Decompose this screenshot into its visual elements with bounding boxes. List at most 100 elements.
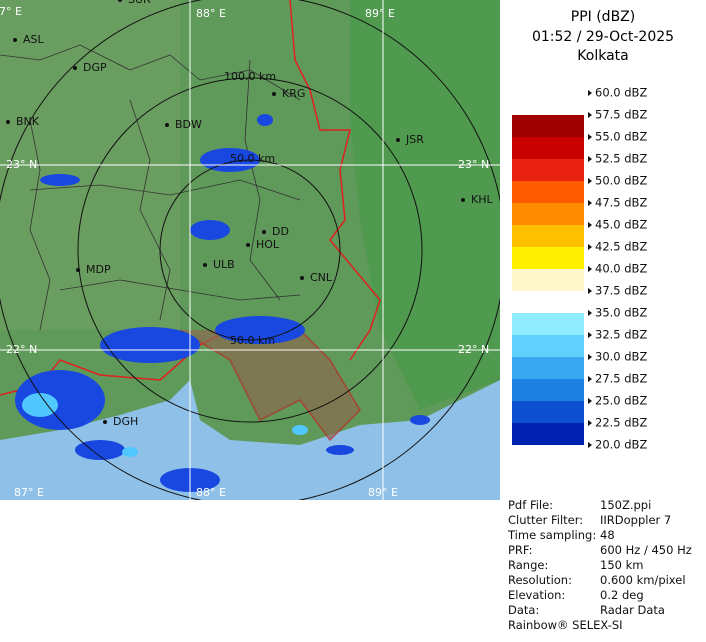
legend-label: 25.0 dBZ (595, 394, 647, 408)
city-dot (118, 0, 122, 2)
graticule-label: 87° E (0, 5, 22, 18)
legend-arrow (588, 134, 592, 140)
legend-swatch (512, 379, 584, 401)
city-dot (103, 420, 107, 424)
legend-arrow (588, 266, 592, 272)
legend-arrow (588, 156, 592, 162)
graticule-label: 23° N (6, 158, 37, 171)
legend-label: 45.0 dBZ (595, 218, 647, 232)
info-value: Radar Data (600, 603, 665, 617)
legend-swatch (512, 335, 584, 357)
legend-swatch (512, 181, 584, 203)
legend-label: 55.0 dBZ (595, 130, 647, 144)
graticule-label: 89° E (368, 486, 398, 499)
sea (0, 380, 500, 500)
city-label: MDP (86, 263, 111, 276)
info-value: IIRDoppler 7 (600, 513, 672, 527)
info-row: PRF: 600 Hz / 450 Hz (508, 543, 706, 558)
legend-arrow (588, 332, 592, 338)
city-dot (246, 243, 250, 247)
info-key: Clutter Filter: (508, 513, 584, 527)
legend-swatch (512, 269, 584, 291)
city-label: BDW (175, 118, 202, 131)
legend-arrow (588, 420, 592, 426)
info-key: Range: (508, 558, 549, 572)
legend-arrow (588, 244, 592, 250)
legend-arrow (588, 398, 592, 404)
legend-swatch (512, 93, 584, 115)
city-label: BNK (16, 115, 40, 128)
graticule-label: 22° N (6, 343, 37, 356)
title: PPI (dBZ) (571, 9, 635, 25)
time: 01:52 / 29-Oct-2025 (532, 29, 674, 45)
legend-label: 30.0 dBZ (595, 350, 647, 364)
info-row: Time sampling: 48 (508, 528, 706, 543)
range-label: 50.0 km (230, 334, 275, 347)
city-dot (396, 138, 400, 142)
info-table: Pdf File: 150Z.ppi Clutter Filter: IIRDoppl… (508, 498, 706, 633)
city-label: HOL (256, 238, 280, 251)
info-row: Clutter Filter: IIRDoppler 7 (508, 513, 706, 528)
legend-swatch (512, 401, 584, 423)
info-row: Pdf File: 150Z.ppi (508, 498, 706, 513)
legend-label: 60.0 dBZ (595, 86, 647, 100)
info-row: Elevation: 0.2 deg (508, 588, 706, 603)
city-label: ULB (213, 258, 235, 271)
district-lines (0, 44, 301, 331)
legend-label: 52.5 dBZ (595, 152, 647, 166)
legend-label: 37.5 dBZ (595, 284, 647, 298)
info-value: 0.2 deg (600, 588, 644, 602)
city-label: SUR (128, 0, 151, 6)
legend-swatch (512, 203, 584, 225)
legend-label: 47.5 dBZ (595, 196, 647, 210)
legend-swatch (512, 423, 584, 445)
legend-swatch (512, 247, 584, 269)
city-dot (461, 198, 465, 202)
info-key: Time sampling: (508, 528, 597, 542)
legend-label: 27.5 dBZ (595, 372, 647, 386)
city-label: CNL (310, 271, 333, 284)
echo-light (22, 393, 308, 457)
legend-arrow (588, 376, 592, 382)
info-value: 600 Hz / 450 Hz (600, 543, 692, 557)
city-dot (300, 276, 304, 280)
legend-arrow (588, 354, 592, 360)
range-rings (0, 0, 500, 500)
info-key: Elevation: (508, 588, 566, 602)
legend-label: 57.5 dBZ (595, 108, 647, 122)
legend-swatch (512, 159, 584, 181)
echoes (15, 114, 430, 492)
graticule-label: 22° N (458, 343, 489, 356)
info-key: Resolution: (508, 573, 572, 587)
info-value: 150Z.ppi (600, 498, 652, 512)
city-dot (6, 120, 10, 124)
info-row: Resolution: 0.600 km/pixel (508, 573, 706, 588)
city-label: KRG (282, 87, 305, 100)
info-value: 150 km (600, 558, 644, 572)
city-dot (272, 92, 276, 96)
legend-arrow (588, 288, 592, 294)
graticule-label: 88° E (196, 486, 226, 499)
info-key: PRF: (508, 543, 533, 557)
city-dot (203, 263, 207, 267)
legend-arrow (588, 310, 592, 316)
legend-arrow (588, 112, 592, 118)
legend-arrow (588, 222, 592, 228)
legend-arrow (588, 200, 592, 206)
legend-swatch (512, 313, 584, 335)
legend-arrow (588, 442, 592, 448)
info-value: 48 (600, 528, 615, 542)
legend-swatch (512, 357, 584, 379)
legend-arrow (588, 90, 592, 96)
graticule-label: 87° E (14, 486, 44, 499)
city-label: DD (272, 225, 289, 238)
info-value: 0.600 km/pixel (600, 573, 686, 587)
info-key: Data: (508, 603, 540, 617)
city-dot (13, 38, 17, 42)
color-legend: 60.0 dBZ 57.5 dBZ 55.0 dBZ 52.5 dBZ 50.0 dBZ… (512, 86, 647, 452)
legend-label: 42.5 dBZ (595, 240, 647, 254)
graticule (0, 0, 500, 500)
